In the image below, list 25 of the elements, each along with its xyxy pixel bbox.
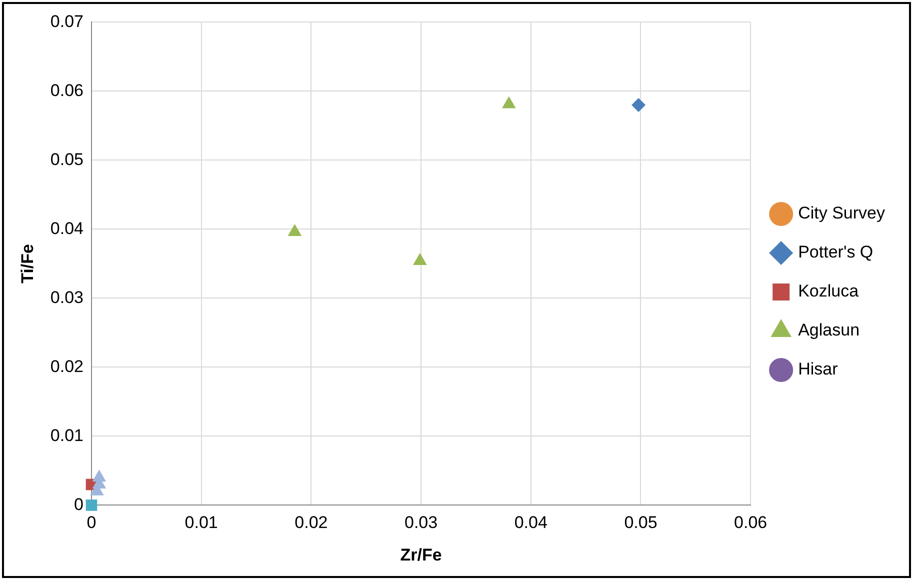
legend-label: City Survey [798, 204, 886, 223]
point [288, 224, 302, 236]
x-tick-label: 0 [86, 513, 96, 532]
legend-label: Kozluca [798, 282, 860, 301]
x-axis-title: Zr/Fe [400, 545, 442, 564]
y-tick-label: 0.06 [50, 80, 84, 100]
legend-label: Aglasun [798, 320, 860, 340]
y-tick-label: 0.02 [50, 356, 84, 376]
point [502, 96, 516, 108]
y-tick-label: 0.01 [50, 426, 84, 445]
y-axis-title: Ti/Fe [18, 244, 37, 284]
y-tick-label: 0.03 [50, 288, 84, 307]
y-tick-label: 0.07 [50, 12, 84, 31]
point [413, 252, 427, 265]
x-tick-label: 0.03 [404, 513, 438, 532]
x-tick-label: 0.01 [184, 513, 218, 532]
legend-label: Hisar [798, 360, 838, 379]
x-tick-label: 0.06 [734, 513, 768, 532]
legend-label: Potter's Q [798, 242, 874, 262]
x-tick-label: 0.04 [514, 513, 548, 532]
y-tick-label: 0.04 [50, 218, 84, 238]
y-tick-label: 0.05 [50, 150, 84, 169]
x-tick-label: 0.05 [624, 513, 658, 532]
x-tick-label: 0.02 [294, 513, 328, 532]
y-tick-label: 0 [74, 494, 84, 514]
